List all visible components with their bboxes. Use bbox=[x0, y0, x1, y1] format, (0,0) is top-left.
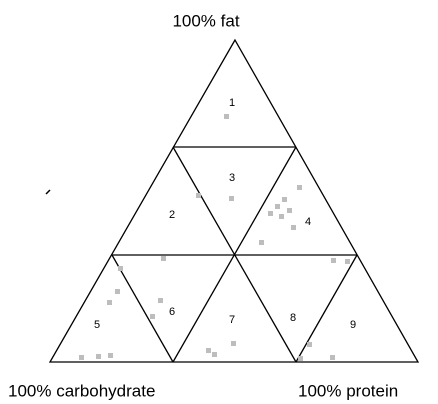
point bbox=[158, 298, 163, 303]
point bbox=[275, 204, 280, 209]
point bbox=[291, 225, 296, 230]
point bbox=[79, 355, 84, 360]
region-label: 6 bbox=[169, 306, 175, 318]
point bbox=[150, 314, 155, 319]
point bbox=[282, 197, 287, 202]
point bbox=[298, 356, 303, 361]
corner-label: 100% protein bbox=[298, 381, 398, 400]
point bbox=[229, 196, 234, 201]
region-label: 3 bbox=[229, 172, 235, 184]
region-label: 2 bbox=[169, 209, 175, 221]
points bbox=[79, 114, 350, 361]
point bbox=[224, 114, 229, 119]
region-label: 5 bbox=[94, 319, 100, 331]
point bbox=[330, 355, 335, 360]
region-label: 7 bbox=[229, 314, 235, 326]
point bbox=[307, 342, 312, 347]
point bbox=[268, 211, 273, 216]
point bbox=[96, 354, 101, 359]
point bbox=[161, 256, 166, 261]
point bbox=[259, 240, 264, 245]
point bbox=[345, 259, 350, 264]
region-label: 4 bbox=[305, 216, 311, 228]
point bbox=[297, 185, 302, 190]
point bbox=[115, 289, 120, 294]
point bbox=[331, 258, 336, 263]
point bbox=[107, 300, 112, 305]
corner-label: 100% fat bbox=[172, 11, 239, 30]
grid-edge bbox=[172, 146, 297, 363]
point bbox=[118, 266, 123, 271]
triangle-grid bbox=[48, 38, 420, 363]
region-label: 9 bbox=[350, 319, 356, 331]
point bbox=[231, 341, 236, 346]
corner-label: 100% carbohydrate bbox=[8, 381, 155, 400]
outer-triangle bbox=[48, 38, 420, 363]
stray-mark bbox=[45, 189, 51, 195]
point bbox=[108, 353, 113, 358]
region-label: 1 bbox=[229, 97, 235, 109]
grid-edge bbox=[111, 254, 174, 363]
grid-edge bbox=[295, 254, 358, 363]
region-label: 8 bbox=[290, 312, 296, 324]
point bbox=[196, 193, 201, 198]
point bbox=[206, 348, 211, 353]
point bbox=[279, 214, 284, 219]
point bbox=[287, 208, 292, 213]
point bbox=[212, 352, 217, 357]
